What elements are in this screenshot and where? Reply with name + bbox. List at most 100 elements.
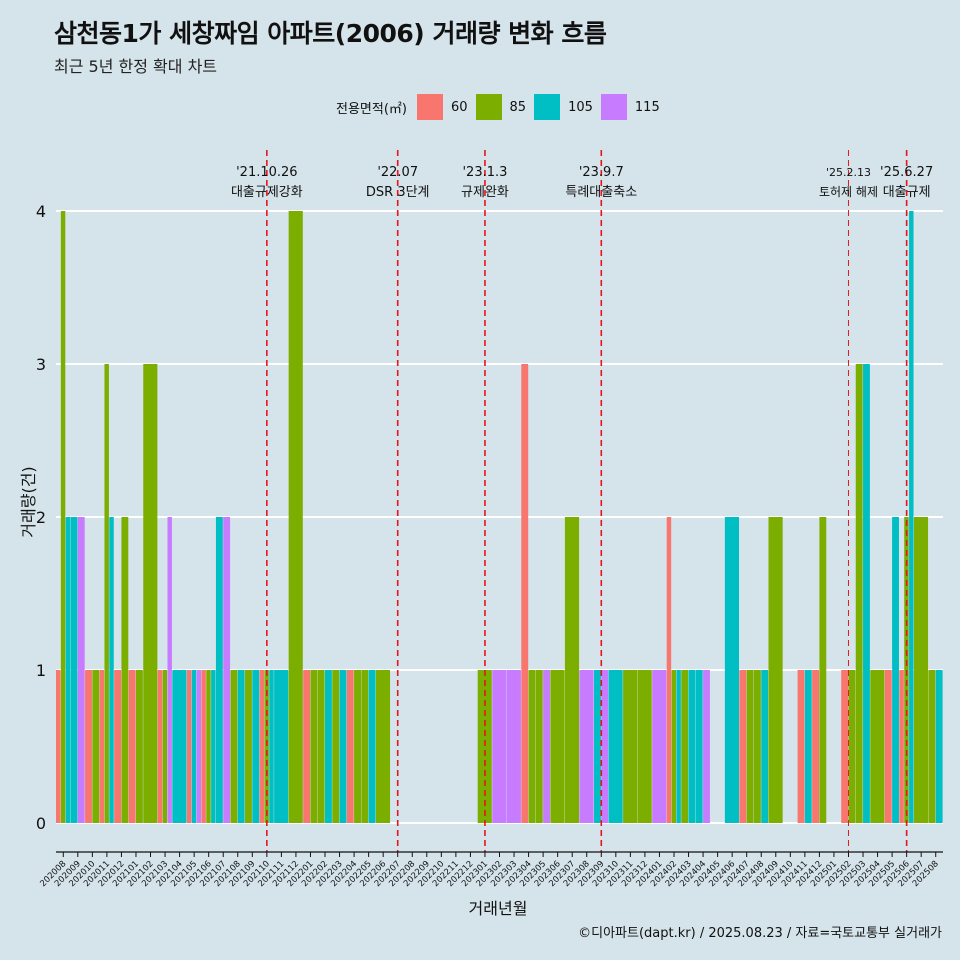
bar-202502-60 xyxy=(841,670,849,823)
event-label-202110: 대출규제강화 xyxy=(231,185,303,200)
event-date-202506: '25.6.27 xyxy=(880,165,933,180)
legend-swatch-85 xyxy=(475,94,502,120)
bar-202407-85 xyxy=(746,670,754,823)
bar-202206-85 xyxy=(375,670,391,823)
bar-202508-105 xyxy=(935,670,943,823)
bar-202205-85 xyxy=(361,670,369,823)
bar-202401-115 xyxy=(652,670,667,823)
bar-202412-85 xyxy=(819,517,827,823)
bar-202505-60 xyxy=(884,670,892,823)
bar-202201-85 xyxy=(310,670,318,823)
bar-202109-105 xyxy=(252,670,260,823)
legend-item-105: 105 xyxy=(534,94,593,120)
bar-202408-85 xyxy=(753,670,761,823)
event-date-202502: '25.2.13 xyxy=(826,166,871,179)
bar-202304-60 xyxy=(521,364,529,823)
bar-202101-60 xyxy=(128,670,136,823)
legend-label-115: 115 xyxy=(634,99,660,115)
bar-202203-105 xyxy=(339,670,347,823)
bar-202311-85 xyxy=(623,670,638,823)
bar-202107-105 xyxy=(215,517,223,823)
bar-202202-105 xyxy=(325,670,332,823)
bar-202008-85 xyxy=(60,211,66,823)
bar-202111-105 xyxy=(274,670,289,823)
bar-202503-105 xyxy=(863,364,870,823)
bar-202010-85 xyxy=(92,670,100,823)
bar-202309-115 xyxy=(601,670,609,823)
bar-202403-105 xyxy=(688,670,696,823)
bar-202110-85 xyxy=(264,670,269,823)
event-label-202301: 규제완화 xyxy=(461,185,509,200)
legend-swatch-115 xyxy=(600,94,627,120)
bar-202301-85 xyxy=(477,670,492,823)
bar-202505-105 xyxy=(892,517,899,823)
legend-label-85: 85 xyxy=(509,99,527,115)
bar-202011-105 xyxy=(109,517,114,823)
bar-202203-85 xyxy=(332,670,340,823)
legend-item-60: 60 xyxy=(416,94,468,120)
bar-202103-60 xyxy=(157,670,163,823)
bar-202009-115 xyxy=(77,517,85,823)
event-date-202110: '21.10.26 xyxy=(236,165,297,180)
event-label-202502: 토허제 해제 xyxy=(819,185,878,199)
bar-202105-60 xyxy=(186,670,192,823)
bar-202411-60 xyxy=(797,670,805,823)
y-axis: 0 1 2 3 4 xyxy=(36,202,46,833)
bar-202205-105 xyxy=(368,670,376,823)
bar-202403-85 xyxy=(681,670,689,823)
bar-202201-60 xyxy=(303,670,311,823)
bar-202408-105 xyxy=(761,670,769,823)
bar-202506-60 xyxy=(899,670,904,823)
bar-202012-60 xyxy=(114,670,122,823)
bar-202503-85 xyxy=(855,364,863,823)
bar-202508-85 xyxy=(928,670,936,823)
bar-202305-115 xyxy=(543,670,550,823)
chart-title: 삼천동1가 세창짜임 아파트(2006) 거래량 변화 흐름 xyxy=(54,19,607,48)
y-tick-label: 2 xyxy=(36,508,46,527)
bar-202102-85 xyxy=(143,364,158,823)
bar-202103-115 xyxy=(167,517,172,823)
legend-item-115: 115 xyxy=(600,94,660,120)
bar-202305-85 xyxy=(535,670,543,823)
x-axis: 2020082020092020102020112020122021012021… xyxy=(38,851,943,889)
bar-202108-105 xyxy=(237,670,245,823)
bar-202011-60 xyxy=(99,670,105,823)
legend-swatch-105 xyxy=(534,94,561,120)
bar-202009-105 xyxy=(70,517,78,823)
bar-202407-60 xyxy=(739,670,747,823)
bar-202502-85 xyxy=(848,670,856,823)
bar-202404-105 xyxy=(695,670,703,823)
bar-202306-85 xyxy=(550,670,565,823)
bar-202103-85 xyxy=(162,670,168,823)
bar-202402-85 xyxy=(671,670,677,823)
bar-202307-85 xyxy=(564,517,580,823)
bar-202312-85 xyxy=(637,670,652,823)
y-tick-label: 4 xyxy=(36,202,46,221)
bar-202105-105 xyxy=(191,670,197,823)
bar-202303-115 xyxy=(506,670,521,823)
bar-202402-105 xyxy=(676,670,681,823)
y-tick-label: 3 xyxy=(36,355,46,374)
bar-202308-115 xyxy=(579,670,594,823)
bar-202010-60 xyxy=(85,670,92,823)
bar-202412-60 xyxy=(812,670,820,823)
bar-202204-85 xyxy=(354,670,361,823)
y-tick-label: 1 xyxy=(36,661,46,680)
bar-202112-85 xyxy=(288,211,303,823)
bar-202110-105 xyxy=(269,670,274,823)
bar-202107-115 xyxy=(223,517,231,823)
bar-202402-60 xyxy=(666,517,672,823)
bar-202202-85 xyxy=(317,670,325,823)
bar-202101-85 xyxy=(135,670,143,823)
bar-202302-115 xyxy=(492,670,507,823)
bar-202204-60 xyxy=(346,670,354,823)
legend-title: 전용면적(㎡) xyxy=(336,101,407,117)
bar-202411-105 xyxy=(804,670,812,823)
bar-202304-85 xyxy=(528,670,536,823)
event-label-202309: 특례대출축소 xyxy=(565,185,637,200)
bar-202309-105 xyxy=(594,670,601,823)
legend-label-105: 105 xyxy=(568,99,593,115)
y-axis-label: 거래량(건) xyxy=(19,466,38,537)
bar-202406-105 xyxy=(724,517,740,823)
